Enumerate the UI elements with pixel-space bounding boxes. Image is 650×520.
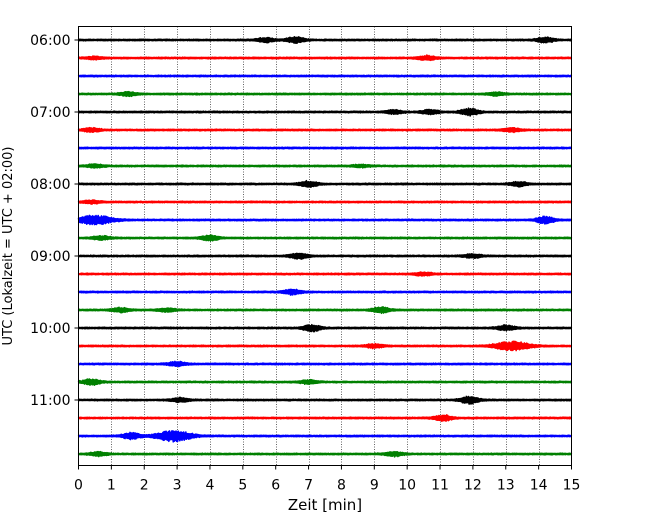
trace-07:30 — [77, 146, 573, 150]
trace-11:15 — [77, 414, 573, 422]
trace-06:00 — [77, 35, 573, 44]
trace-06:15 — [77, 54, 573, 62]
x-axis-ticks: 0 1 2 3 4 5 6 7 8 9 10 11 12 13 14 15 — [74, 465, 581, 494]
trace-11:45 — [77, 450, 573, 458]
trace-07:45 — [77, 163, 573, 169]
x-tick-label: 9 — [370, 478, 379, 494]
x-tick-label: 15 — [563, 478, 581, 494]
x-tick-label: 5 — [238, 478, 247, 494]
seismic-traces — [77, 35, 573, 458]
x-axis-label: Zeit [min] — [288, 496, 362, 514]
trace-09:45 — [77, 305, 573, 315]
y-axis-label: UTC (Lokalzeit = UTC + 02:00) — [1, 147, 16, 346]
trace-10:45 — [77, 378, 573, 387]
y-tick-label: 10:00 — [30, 321, 70, 337]
trace-08:30 — [77, 214, 573, 226]
y-tick-label: 09:00 — [30, 249, 70, 265]
y-tick-label: 11:00 — [30, 393, 70, 409]
x-grid — [111, 26, 540, 466]
x-tick-label: 4 — [206, 478, 215, 494]
x-tick-label: 3 — [173, 478, 182, 494]
x-tick-label: 1 — [107, 478, 116, 494]
trace-09:15 — [77, 271, 573, 277]
trace-10:15 — [77, 340, 573, 352]
x-tick-label: 7 — [304, 478, 313, 494]
y-tick-label: 07:00 — [30, 105, 70, 121]
y-axis-ticks: 06:00 07:00 08:00 09:00 10:00 11:00 — [30, 33, 79, 409]
trace-06:30 — [77, 74, 573, 78]
trace-08:45 — [77, 234, 573, 242]
trace-06:45 — [77, 90, 573, 98]
trace-07:15 — [77, 126, 573, 134]
x-tick-label: 0 — [74, 478, 83, 494]
plot-frame — [78, 26, 572, 466]
x-tick-label: 2 — [140, 478, 149, 494]
trace-09:00 — [77, 252, 573, 260]
trace-07:00 — [77, 107, 573, 117]
x-tick-label: 6 — [271, 478, 280, 494]
x-tick-label: 11 — [431, 478, 449, 494]
trace-11:30 — [77, 430, 573, 443]
trace-09:30 — [77, 288, 573, 296]
x-tick-label: 13 — [497, 478, 515, 494]
x-tick-label: 12 — [464, 478, 482, 494]
trace-08:15 — [77, 199, 573, 205]
trace-08:00 — [77, 179, 573, 188]
trace-10:30 — [77, 360, 573, 368]
y-tick-label: 08:00 — [30, 177, 70, 193]
y-tick-label: 06:00 — [30, 33, 70, 49]
trace-10:00 — [77, 323, 573, 333]
trace-11:00 — [77, 395, 573, 405]
x-tick-label: 8 — [337, 478, 346, 494]
x-tick-label: 10 — [398, 478, 416, 494]
x-tick-label: 14 — [530, 478, 548, 494]
